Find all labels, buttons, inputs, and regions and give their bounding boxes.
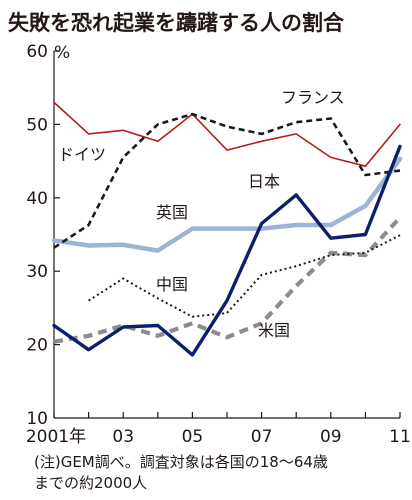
y-tick-label: 50	[26, 115, 48, 135]
series-layer	[51, 101, 403, 357]
series-line	[53, 101, 401, 167]
note-line-2: までの約2000人	[34, 474, 147, 492]
series-label: 中国	[156, 275, 188, 294]
series-label: フランス	[281, 88, 345, 107]
series-line	[88, 234, 401, 318]
series-line	[51, 156, 403, 253]
y-tick-label: 20	[26, 336, 48, 356]
series-label: 米国	[258, 321, 290, 340]
series-label: 日本	[248, 172, 280, 191]
y-tick-label: 40	[26, 189, 48, 209]
y-tick-label: 10	[26, 409, 48, 429]
x-tick-label: 05	[182, 427, 204, 447]
x-tick-label: 2001年	[26, 427, 86, 447]
y-tick-label: 30	[26, 262, 48, 282]
series-label: ドイツ	[58, 145, 106, 164]
x-tick-label: 11	[389, 427, 411, 447]
series-line	[52, 144, 402, 357]
grid-layer	[53, 50, 401, 419]
x-tick-label: 09	[320, 427, 342, 447]
x-tick-label: 03	[112, 427, 134, 447]
series-label: 英国	[156, 203, 188, 222]
y-tick-label: 60	[26, 42, 48, 62]
y-unit-label: %	[54, 43, 70, 63]
x-tick-label: 07	[251, 427, 273, 447]
note-line-1: (注)GEM調べ。調査対象は各国の18～64歳	[34, 453, 328, 471]
series-line	[53, 112, 401, 249]
series-line	[53, 216, 402, 344]
chart-title: 失敗を恐れ起業を躊躇する人の割合	[8, 11, 345, 35]
